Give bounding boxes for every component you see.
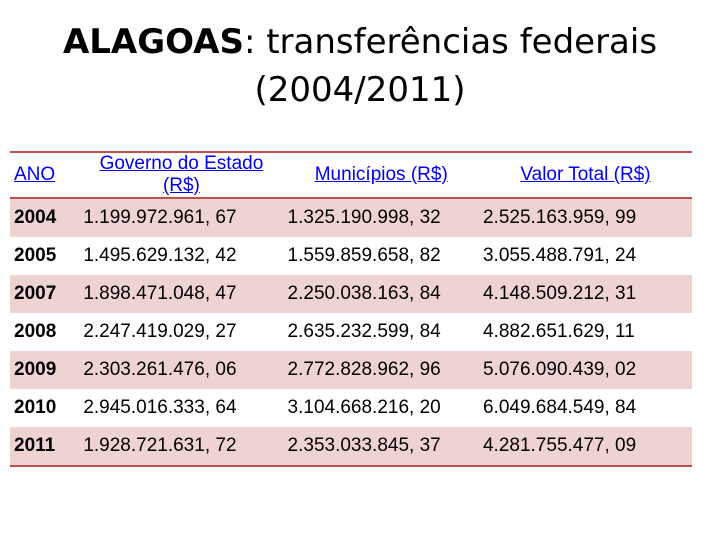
- cell-total: 6.049.684.549, 84: [478, 389, 692, 427]
- cell-governo: 1.495.629.132, 42: [79, 237, 284, 275]
- title-text: : transferências federais: [243, 22, 658, 62]
- cell-year: 2009: [10, 351, 80, 389]
- cell-year: 2008: [10, 313, 80, 351]
- cell-governo: 1.199.972.961, 67: [79, 198, 284, 237]
- cell-total: 4.281.755.477, 09: [478, 427, 692, 467]
- cell-governo: 2.303.261.476, 06: [79, 351, 284, 389]
- cell-year: 2007: [10, 275, 80, 313]
- cell-year: 2011: [10, 427, 80, 467]
- cell-total: 3.055.488.791, 24: [478, 237, 692, 275]
- cell-governo: 2.247.419.029, 27: [79, 313, 284, 351]
- header-municipios[interactable]: Municípios (R$): [283, 151, 479, 199]
- cell-year: 2005: [10, 237, 80, 275]
- cell-total: 4.882.651.629, 11: [478, 313, 692, 351]
- header-governo[interactable]: Governo do Estado (R$): [79, 151, 284, 199]
- cell-municipios: 1.559.859.658, 82: [283, 237, 479, 275]
- table-header-row: ANO Governo do Estado (R$) Municípios (R…: [10, 151, 692, 199]
- header-ano[interactable]: ANO: [10, 151, 80, 199]
- table-row: 2007 1.898.471.048, 47 2.250.038.163, 84…: [10, 275, 692, 313]
- cell-municipios: 1.325.190.998, 32: [283, 198, 479, 237]
- cell-governo: 1.898.471.048, 47: [79, 275, 284, 313]
- cell-total: 2.525.163.959, 99: [478, 198, 692, 237]
- table-row: 2008 2.247.419.029, 27 2.635.232.599, 84…: [10, 313, 692, 351]
- table-row: 2010 2.945.016.333, 64 3.104.668.216, 20…: [10, 389, 692, 427]
- cell-municipios: 2.353.033.845, 37: [283, 427, 479, 467]
- cell-municipios: 2.772.828.962, 96: [283, 351, 479, 389]
- cell-year: 2004: [10, 198, 80, 237]
- header-valor-total[interactable]: Valor Total (R$): [478, 151, 692, 199]
- cell-total: 4.148.509.212, 31: [478, 275, 692, 313]
- title-period: (2004/2011): [254, 70, 466, 110]
- cell-governo: 2.945.016.333, 64: [79, 389, 284, 427]
- cell-year: 2010: [10, 389, 80, 427]
- transfers-table: ANO Governo do Estado (R$) Municípios (R…: [10, 151, 692, 467]
- cell-municipios: 3.104.668.216, 20: [283, 389, 479, 427]
- cell-municipios: 2.635.232.599, 84: [283, 313, 479, 351]
- table-row: 2004 1.199.972.961, 67 1.325.190.998, 32…: [10, 198, 692, 237]
- table-row: 2011 1.928.721.631, 72 2.353.033.845, 37…: [10, 427, 692, 467]
- cell-municipios: 2.250.038.163, 84: [283, 275, 479, 313]
- table-row: 2005 1.495.629.132, 42 1.559.859.658, 82…: [10, 237, 692, 275]
- cell-governo: 1.928.721.631, 72: [79, 427, 284, 467]
- cell-total: 5.076.090.439, 02: [478, 351, 692, 389]
- slide-title: ALAGOAS: transferências federais (2004/2…: [0, 18, 720, 114]
- table-row: 2009 2.303.261.476, 06 2.772.828.962, 96…: [10, 351, 692, 389]
- title-state: ALAGOAS: [62, 22, 244, 62]
